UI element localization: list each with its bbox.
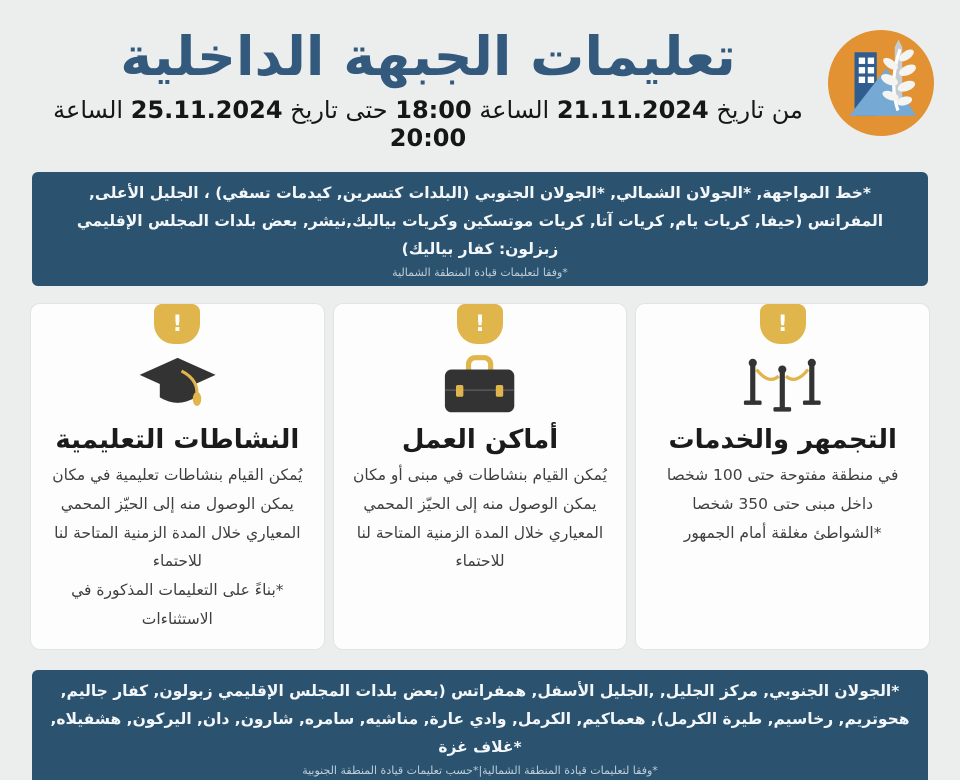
end-time: 20:00 bbox=[389, 124, 467, 153]
north-regions-banner: *خط المواجهة, *الجولان الشمالي, *الجولان… bbox=[32, 172, 928, 287]
card-body: في منطقة مفتوحة حتى 100 شخصا داخل مبنى ح… bbox=[666, 466, 899, 514]
card-title: أماكن العمل bbox=[401, 425, 559, 456]
queue-barrier-icon bbox=[738, 354, 827, 416]
date-prefix: من تاريخ bbox=[716, 96, 803, 125]
south-regions-banner: *الجولان الجنوبي, مركز الجليل, ,الجليل ا… bbox=[32, 670, 928, 780]
card-body: يُمكن القيام بنشاطات في مبنى أو مكان يمك… bbox=[353, 466, 607, 571]
warning-exclamation-icon: ! bbox=[172, 311, 183, 337]
restricted-cards-row: ! التجمهر والخدمات في منطقة مفتوحة حتى 1… bbox=[29, 303, 930, 651]
card-title: التجمهر والخدمات bbox=[668, 425, 897, 456]
card-educational-activities: ! النشاطات التعليمية يُمكن القيام بنشاطا… bbox=[29, 303, 325, 651]
card-gathering-services: ! التجمهر والخدمات في منطقة مفتوحة حتى 1… bbox=[635, 303, 930, 651]
start-date: 21.11.2024 bbox=[556, 96, 709, 125]
card-note: *بناءً على التعليمات المذكورة في الاستثن… bbox=[71, 581, 284, 628]
end-date: 25.11.2024 bbox=[130, 96, 283, 125]
header: تعليمات الجبهة الداخلية من تاريخ 21.11.2… bbox=[0, 0, 960, 152]
warning-badge: ! bbox=[457, 304, 503, 345]
card-title: النشاطات التعليمية bbox=[55, 425, 300, 456]
banner-line-1: *خط المواجهة, *الجولان الشمالي, *الجولان… bbox=[89, 184, 871, 203]
briefcase-icon bbox=[439, 354, 520, 416]
card-workplaces: ! أماكن العمل يُمكن القيام بنشاطات في مب… bbox=[332, 303, 628, 651]
banner-footnote: *وفقا لتعليمات قيادة المنطقة الشمالية|*ح… bbox=[302, 764, 658, 778]
banner-line-1: *الجولان الجنوبي, مركز الجليل, ,الجليل ا… bbox=[60, 682, 900, 701]
warning-exclamation-icon: ! bbox=[474, 311, 486, 337]
banner-footnote: *وفقا لتعليمات قيادة المنطقة الشمالية bbox=[392, 265, 568, 279]
until-word: حتى تاريخ bbox=[290, 96, 388, 125]
warning-badge: ! bbox=[154, 304, 201, 345]
warning-exclamation-icon: ! bbox=[777, 311, 788, 337]
logo-svg bbox=[828, 30, 934, 136]
header-text-block: تعليمات الجبهة الداخلية من تاريخ 21.11.2… bbox=[18, 25, 828, 152]
home-front-command-logo-icon bbox=[828, 30, 934, 136]
page-title: تعليمات الجبهة الداخلية bbox=[120, 25, 737, 88]
validity-date-line: من تاريخ 21.11.2024 الساعة 18:00 حتى تار… bbox=[28, 96, 828, 152]
hour-word-2: الساعة bbox=[53, 96, 124, 125]
warning-badge: ! bbox=[759, 304, 806, 345]
graduation-cap-icon bbox=[135, 354, 220, 416]
banner-line-2: هحوتريم, رخاسيم, طيرة الكرمل), هعماكيم, … bbox=[50, 710, 910, 757]
banner-line-2: المفراتس (حيفا, كريات يام, كريات آتا, كر… bbox=[76, 211, 884, 258]
card-note: *الشواطئ مغلقة أمام الجمهور bbox=[683, 523, 882, 542]
start-time: 18:00 bbox=[395, 96, 472, 125]
card-body: يُمكن القيام بنشاطات تعليمية في مكان يمك… bbox=[52, 466, 303, 571]
hour-word-1: الساعة bbox=[479, 96, 550, 125]
